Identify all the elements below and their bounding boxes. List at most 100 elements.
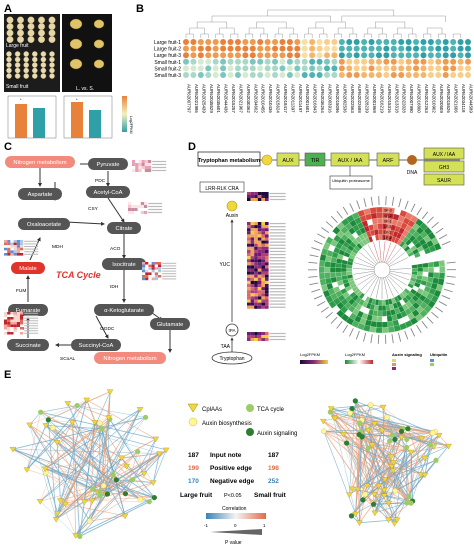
positive-edge (361, 436, 368, 486)
heatmap-cell (265, 284, 269, 288)
seed (40, 56, 47, 63)
gene-id-tick (336, 210, 343, 219)
heatmap-dot (294, 45, 301, 52)
gene-id-placeholder (148, 208, 163, 211)
dendrogram-branch (196, 21, 228, 28)
panel-d-label: D (188, 141, 196, 153)
positive-edge (383, 407, 398, 520)
heatmap-dot (450, 65, 457, 72)
yuc-label: YUC (219, 262, 230, 268)
heatmap-dot (346, 39, 353, 45)
heatmap-dot (272, 39, 279, 45)
heatmap-dot (346, 45, 353, 52)
gene-label: AUR62015257 (231, 84, 236, 113)
heatmap-cell (151, 269, 155, 273)
gene-id-tick (311, 288, 321, 293)
cplaas-node (23, 467, 31, 473)
heatmap-dot (316, 72, 323, 78)
heatmap-dot (413, 58, 420, 65)
gene-id-placeholder (269, 241, 286, 243)
auxin-circle-top (261, 154, 273, 166)
legend-ubiquitin: Ubiquitin (430, 352, 448, 357)
heatmap-cell (7, 253, 11, 256)
heatmap-cell (142, 277, 146, 281)
heatmap-dot (413, 52, 420, 59)
heatmap-dot (234, 65, 241, 72)
circular-heatmap-cell (387, 320, 394, 328)
seed-section (93, 39, 105, 49)
seed (48, 23, 56, 31)
heatmap-cell (261, 231, 265, 235)
tca-node (135, 448, 141, 455)
tca-node-akg (94, 304, 154, 316)
gene-id-placeholder (269, 235, 286, 237)
gene-label: AUR62035529 (209, 84, 214, 113)
tree-branch (387, 275, 404, 291)
gene-label: AUR62021967 (238, 84, 243, 113)
heatmap-dot (398, 39, 405, 45)
tir-label: TIR (311, 158, 320, 164)
heatmap-cell (4, 327, 8, 330)
tree-branch (385, 277, 394, 297)
row-label: Small fruit-1 (154, 60, 181, 66)
heatmap-cell (247, 296, 251, 300)
tca-node (90, 486, 96, 492)
heatmap-dot (368, 72, 375, 78)
heatmap-cell (16, 324, 20, 327)
tree-branch (389, 271, 411, 275)
heatmap-dot (301, 58, 308, 65)
heatmap-cell (144, 202, 148, 205)
stat-input-right: 187 (268, 452, 279, 459)
svg-text:*: * (20, 97, 22, 102)
auxin-signaling-node (45, 417, 51, 423)
cplaas-node (64, 401, 72, 407)
circular-heatmap-cell (416, 263, 424, 269)
heatmap-cell (265, 225, 269, 229)
auxin-biosynthesis-node (100, 482, 107, 489)
heatmap-cell (254, 268, 258, 272)
seed (32, 73, 38, 79)
tca-node (408, 500, 414, 506)
tca-node-label: Citrate (115, 226, 132, 232)
heatmap-cell (10, 240, 14, 243)
gene-id-tick (410, 328, 416, 337)
heatmap-cell (250, 249, 255, 253)
gene-label: AUR62001601 (305, 84, 310, 113)
positive-edge (45, 468, 98, 494)
heatmap-cell (265, 231, 269, 235)
section-seeds (69, 18, 105, 70)
seed (23, 62, 30, 68)
heatmap-dot (368, 58, 375, 65)
heatmap-cell (250, 265, 255, 269)
heatmap-dot (324, 45, 330, 52)
heatmap-cell (142, 267, 146, 270)
gene-label: AUR62013318 (394, 84, 399, 113)
heatmap-dot (242, 72, 249, 78)
tca-node (99, 426, 105, 432)
positive-edge (373, 456, 392, 505)
cplaas-node (387, 454, 395, 460)
gene-id-placeholder (162, 262, 177, 264)
tca-node (404, 500, 410, 506)
heatmap-cell (20, 253, 24, 256)
gene-id-placeholder (269, 297, 286, 299)
negative-edge (26, 422, 73, 470)
gene-id-tick (313, 240, 323, 245)
tree-branch (379, 241, 382, 263)
negative-edge (351, 474, 426, 517)
gene-id-placeholder (24, 327, 39, 329)
heatmap-dot (375, 72, 382, 78)
heatmap-cell (250, 287, 255, 291)
tree-branch (365, 276, 378, 294)
heatmap-dot (353, 72, 360, 78)
positive-edge (355, 400, 396, 491)
heatmap-dot (383, 39, 390, 45)
heatmap-cell (13, 245, 17, 248)
heatmap-cell (257, 253, 262, 257)
cplaas-node (118, 455, 125, 462)
tca-node-label: Pyruvate (97, 162, 120, 168)
heatmap-cell (257, 338, 262, 341)
heatmap-cell (145, 262, 149, 265)
tca-node (142, 414, 149, 420)
heatmap-cell (151, 267, 155, 270)
